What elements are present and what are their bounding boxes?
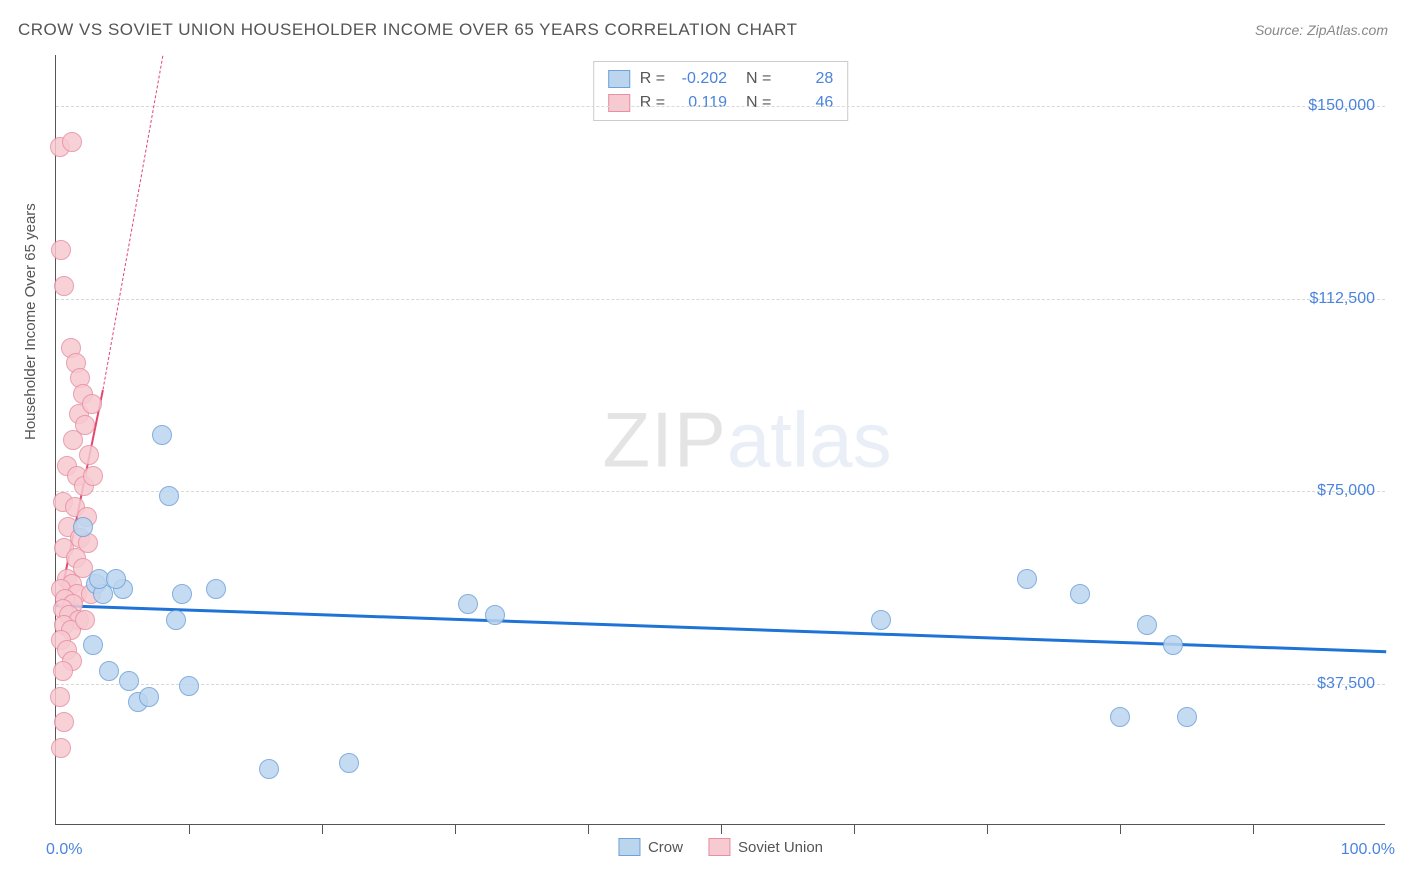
stats-legend: R = -0.202 N = 28 R = 0.119 N = 46 [593,61,849,121]
point-crow [339,753,359,773]
point-crow [1110,707,1130,727]
gridline [56,684,1385,685]
point-soviet [51,240,71,260]
point-crow [1070,584,1090,604]
x-tick [455,824,456,834]
x-tick [1120,824,1121,834]
chart-container: CROW VS SOVIET UNION HOUSEHOLDER INCOME … [0,0,1406,892]
x-tick [987,824,988,834]
stat-r-label: R = [640,67,665,91]
point-crow [871,610,891,630]
gridline [56,299,1385,300]
stats-row-crow: R = -0.202 N = 28 [608,67,834,91]
stat-r-label: R = [640,91,665,115]
x-tick [189,824,190,834]
y-tick-label: $112,500 [1309,290,1375,308]
gridline [56,491,1385,492]
series-legend: Crow Soviet Union [618,838,823,856]
stat-r-soviet: 0.119 [675,91,727,115]
point-crow [172,584,192,604]
y-tick-label: $150,000 [1308,97,1375,115]
x-axis-max-label: 100.0% [1341,841,1395,859]
point-crow [119,671,139,691]
trend-line [56,604,1386,653]
x-tick [854,824,855,834]
gridline [56,106,1385,107]
point-crow [1137,615,1157,635]
stat-n-crow: 28 [781,67,833,91]
point-soviet [50,687,70,707]
point-crow [73,517,93,537]
point-soviet [63,430,83,450]
point-soviet [54,712,74,732]
legend-item-crow: Crow [618,838,683,856]
point-crow [1163,635,1183,655]
point-crow [206,579,226,599]
point-soviet [75,610,95,630]
y-tick-label: $75,000 [1317,482,1375,500]
stats-row-soviet: R = 0.119 N = 46 [608,91,834,115]
point-crow [179,676,199,696]
point-crow [166,610,186,630]
plot-area: ZIPatlas R = -0.202 N = 28 R = 0.119 N =… [55,55,1385,825]
point-crow [106,569,126,589]
x-tick [588,824,589,834]
point-crow [139,687,159,707]
x-tick [322,824,323,834]
point-crow [159,486,179,506]
point-soviet [62,132,82,152]
point-crow [1177,707,1197,727]
stat-n-soviet: 46 [781,91,833,115]
watermark: ZIPatlas [603,394,892,485]
point-crow [83,635,103,655]
legend-label-soviet: Soviet Union [738,839,823,856]
swatch-crow [608,70,630,88]
legend-swatch-crow [618,838,640,856]
y-axis-title: Householder Income Over 65 years [22,203,39,440]
point-soviet [54,276,74,296]
point-soviet [83,466,103,486]
point-soviet [79,445,99,465]
point-crow [152,425,172,445]
point-soviet [51,738,71,758]
stat-r-crow: -0.202 [675,67,727,91]
x-tick [1253,824,1254,834]
point-crow [99,661,119,681]
chart-title: CROW VS SOVIET UNION HOUSEHOLDER INCOME … [18,20,798,40]
stat-n-label: N = [737,91,771,115]
point-soviet [53,661,73,681]
watermark-zip: ZIP [603,395,727,483]
legend-item-soviet: Soviet Union [708,838,823,856]
chart-source: Source: ZipAtlas.com [1255,22,1388,38]
point-crow [458,594,478,614]
point-crow [485,605,505,625]
x-tick [721,824,722,834]
point-crow [259,759,279,779]
swatch-soviet [608,94,630,112]
point-crow [1017,569,1037,589]
legend-label-crow: Crow [648,839,683,856]
stat-n-label: N = [737,67,771,91]
legend-swatch-soviet [708,838,730,856]
x-axis-min-label: 0.0% [46,841,82,859]
watermark-atlas: atlas [727,395,892,483]
y-tick-label: $37,500 [1317,675,1375,693]
point-soviet [82,394,102,414]
